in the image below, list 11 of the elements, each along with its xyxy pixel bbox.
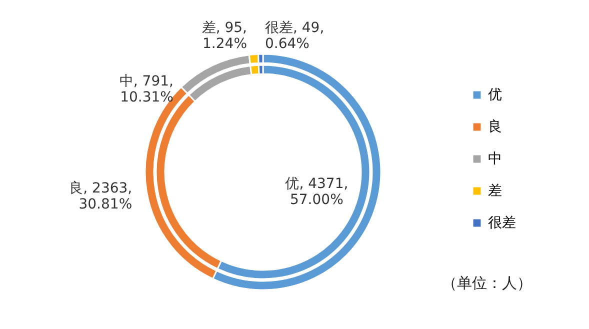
data-label: 良, 2363, 30.81% [69,180,132,212]
data-label: 中, 791, 10.31% [119,73,174,106]
text: （单位：人） [442,274,532,292]
legend-label: 很差 [488,215,516,231]
legend-label: 优 [488,87,502,103]
data-label: 优, 4371, 57.00% [285,176,348,208]
legend-label: 中 [488,151,502,167]
data-label: 很差, 49, 0.64% [265,20,324,52]
data-label: 差, 95, 1.24% [202,20,247,52]
legend-label: 良 [488,119,502,135]
legend-label: 差 [488,183,502,199]
